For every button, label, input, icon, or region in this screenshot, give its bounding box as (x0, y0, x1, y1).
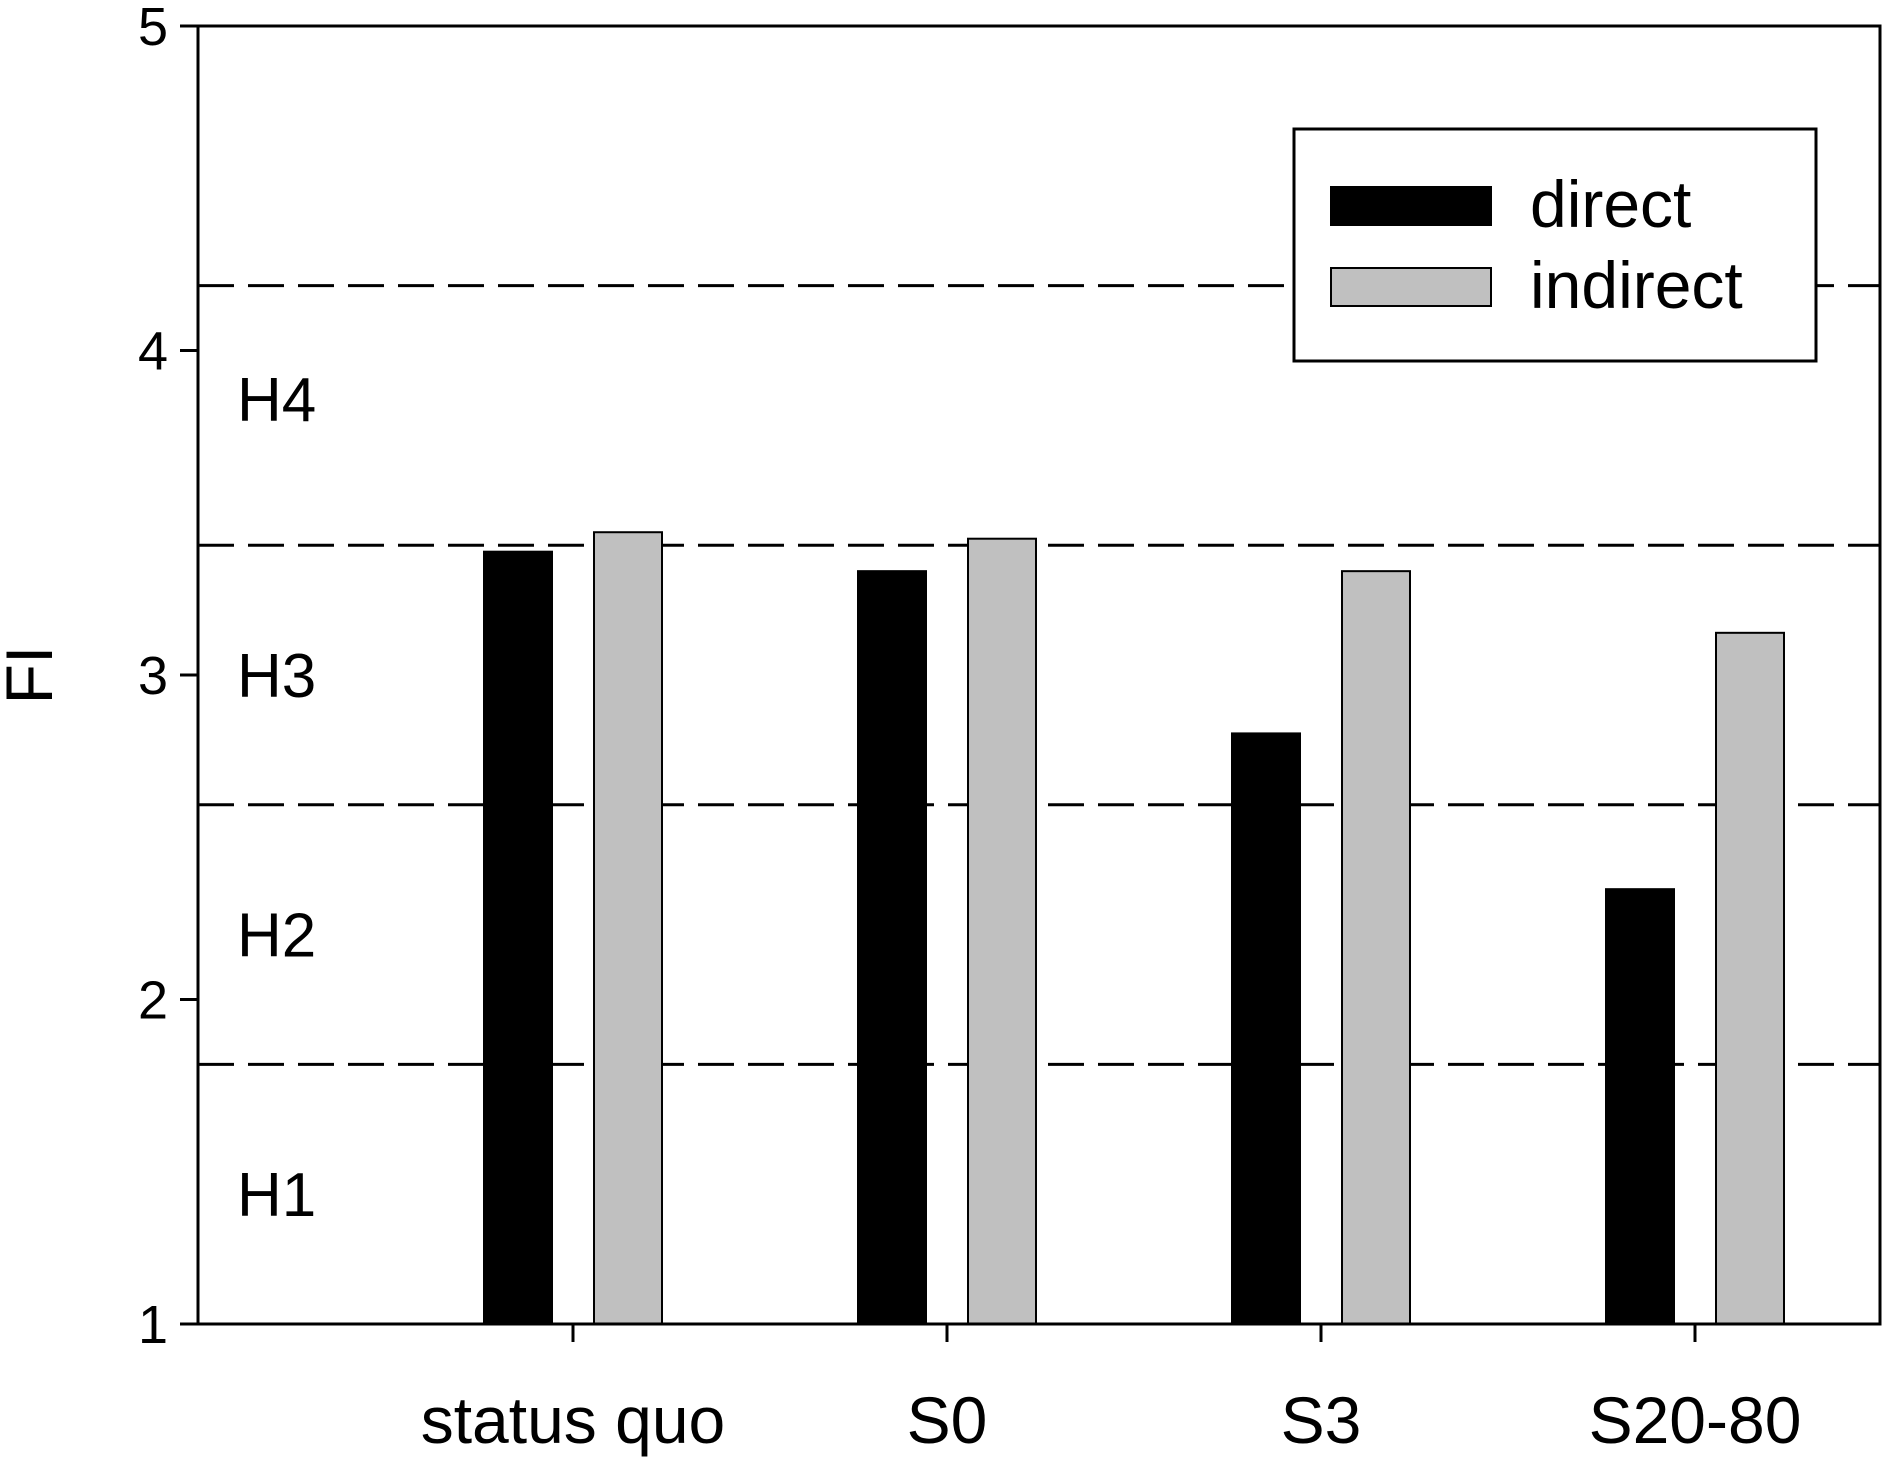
legend-box (1292, 127, 1818, 363)
zone-label-h2: H2 (237, 902, 316, 971)
bar-indirect-2 (967, 537, 1037, 1325)
y-axis-title: FI (0, 646, 66, 705)
legend-label-indirect: indirect (1530, 248, 1743, 322)
x-category-label: S20-80 (1589, 1383, 1802, 1457)
bars (483, 531, 1785, 1325)
zone-label-h4: H4 (237, 366, 316, 435)
bar-direct-1 (483, 550, 553, 1325)
bar-indirect-1 (593, 531, 663, 1325)
zone-labels: H1 H2 H3 H4 (237, 366, 316, 1230)
zone-label-h3: H3 (237, 642, 316, 711)
bar-direct-2 (857, 570, 927, 1325)
bar-direct-4 (1605, 888, 1675, 1325)
zone-label-h1: H1 (237, 1161, 316, 1230)
legend-label-direct: direct (1530, 167, 1691, 241)
y-tick-label: 1 (138, 1295, 168, 1355)
y-tick-label: 5 (138, 0, 168, 57)
bar-indirect-4 (1715, 631, 1785, 1325)
y-tick-label: 2 (138, 971, 168, 1031)
bar-indirect-3 (1341, 570, 1411, 1325)
legend-swatch-indirect (1330, 267, 1492, 307)
x-category-label: status quo (421, 1383, 726, 1457)
y-tick-label: 4 (138, 322, 168, 382)
y-tick-label: 3 (138, 646, 168, 706)
bar-direct-3 (1231, 732, 1301, 1325)
axes: 1 2 3 4 5 status quo S0 S3 S20-80 (138, 0, 1801, 1457)
x-category-label: S3 (1281, 1383, 1362, 1457)
legend-swatch-direct (1330, 186, 1492, 226)
x-category-label: S0 (907, 1383, 988, 1457)
